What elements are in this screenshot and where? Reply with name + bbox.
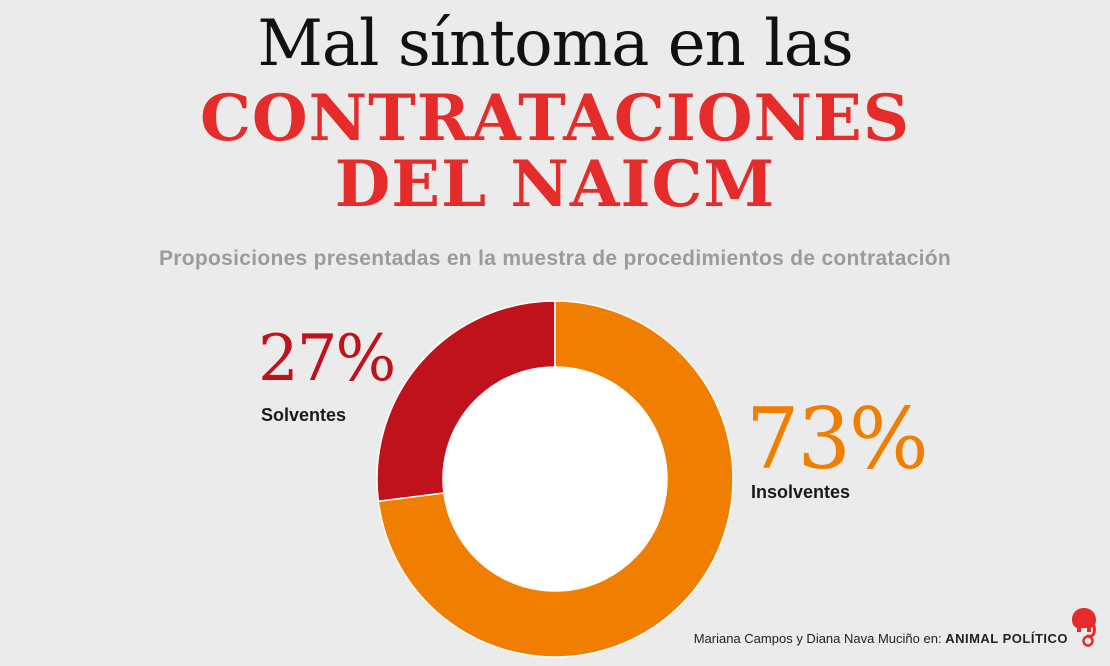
donut-hole: [443, 367, 667, 591]
chart-title-line2: CONTRATACIONES: [199, 81, 911, 156]
insolventes-label: Insolventes: [751, 482, 851, 502]
solventes-percent-label: 27%: [258, 322, 396, 396]
credit-authors: Mariana Campos y Diana Nava Muciño en:: [693, 631, 942, 646]
insolventes-percent-label: 73%: [746, 390, 929, 488]
chart-subtitle: Proposiciones presentadas en la muestra …: [158, 247, 952, 270]
credit-brand: ANIMAL POLÍTICO: [945, 631, 1068, 646]
credit-line: Mariana Campos y Diana Nava Muciño en: A…: [694, 631, 1068, 646]
elephant-logo-icon: [1072, 608, 1096, 647]
chart-title-line3: DEL NAICM: [334, 147, 776, 222]
chart-title-line1: Mal síntoma en las: [257, 7, 853, 81]
solventes-label: Solventes: [261, 405, 347, 425]
